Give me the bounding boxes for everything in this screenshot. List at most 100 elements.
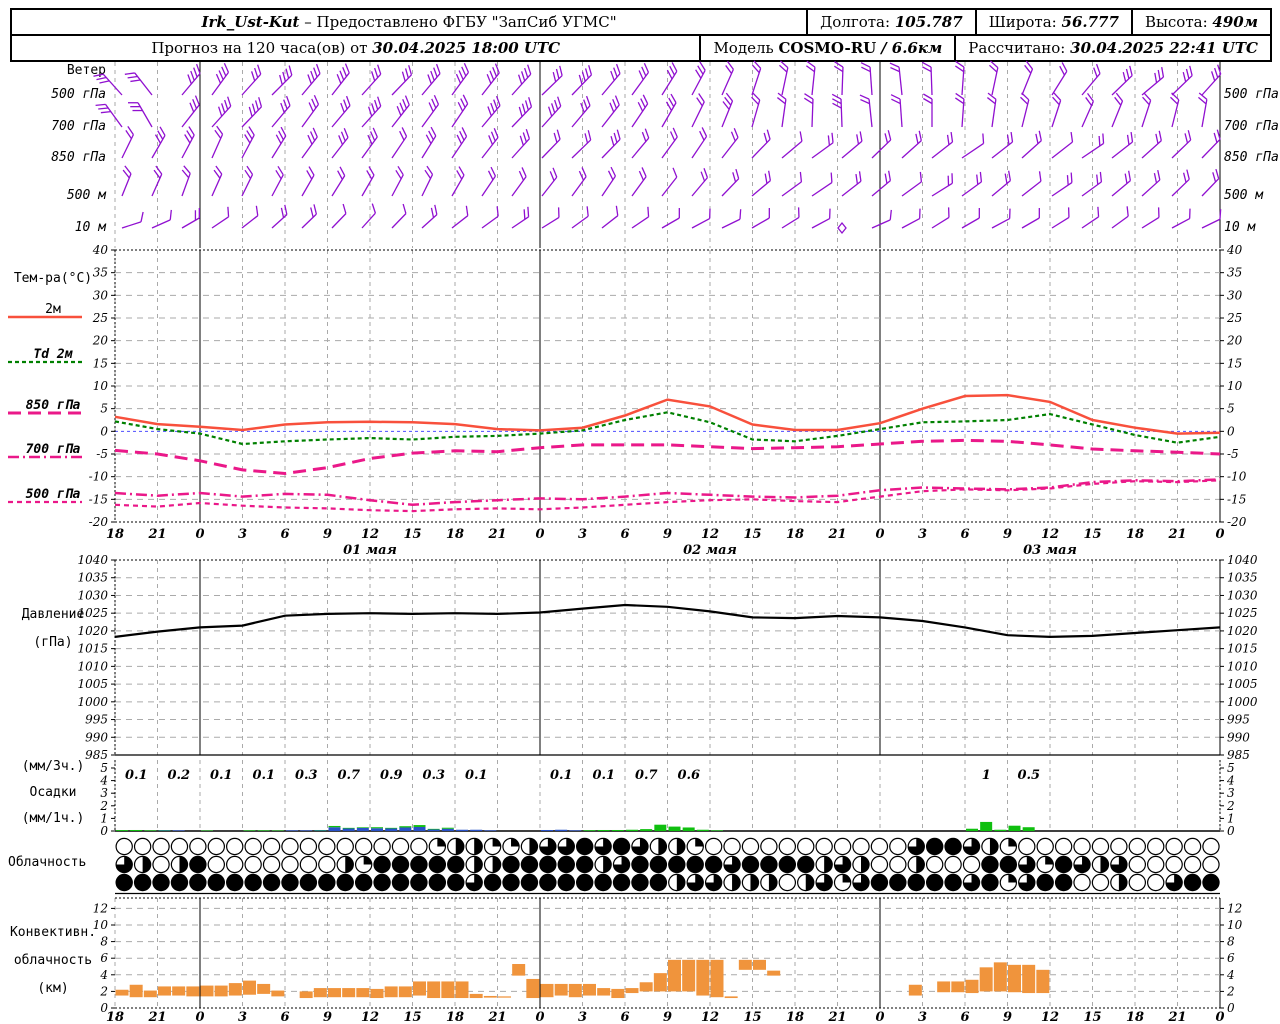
station-title: Irk_Ust-Kut – Предоставлено ФГБУ "ЗапСиб… bbox=[12, 10, 806, 34]
pressure-panel: 1040 1040 1035 1035 1030 1030 1025 1025 1020 1020… bbox=[77, 553, 1257, 762]
svg-text:1040: 1040 bbox=[1227, 553, 1258, 567]
wind-level-label-500m-right: 500 м bbox=[1224, 188, 1264, 203]
svg-text:2: 2 bbox=[99, 984, 108, 998]
wind-panel-title: Ветер bbox=[66, 63, 106, 78]
svg-text:18: 18 bbox=[786, 527, 804, 542]
svg-text:9: 9 bbox=[323, 1010, 332, 1024]
svg-text:-20: -20 bbox=[89, 515, 109, 529]
svg-text:0: 0 bbox=[535, 527, 544, 542]
svg-text:20: 20 bbox=[1226, 334, 1243, 348]
svg-text:9: 9 bbox=[663, 1010, 672, 1024]
wind-level-label-700hpa: 700 гПа bbox=[51, 119, 106, 134]
svg-text:995: 995 bbox=[85, 713, 108, 727]
svg-text:1000: 1000 bbox=[1227, 695, 1258, 709]
altitude-label: Высота: bbox=[1144, 13, 1208, 31]
svg-text:-5: -5 bbox=[1227, 447, 1239, 461]
svg-text:21: 21 bbox=[147, 1010, 166, 1024]
svg-text:15: 15 bbox=[403, 1010, 421, 1024]
svg-text:3: 3 bbox=[918, 1010, 927, 1024]
svg-text:40: 40 bbox=[1226, 243, 1243, 257]
model-label: Модель bbox=[713, 39, 774, 57]
svg-text:3: 3 bbox=[238, 1010, 247, 1024]
svg-text:02 мая: 02 мая bbox=[683, 543, 737, 558]
calc-label: Рассчитано: bbox=[968, 39, 1066, 57]
svg-text:1035: 1035 bbox=[1227, 571, 1258, 585]
svg-text:0.1: 0.1 bbox=[125, 768, 148, 783]
svg-text:0: 0 bbox=[875, 527, 884, 542]
svg-text:4: 4 bbox=[1226, 968, 1235, 982]
forecast-time: 30.04.2025 18:00 UTC bbox=[372, 39, 561, 57]
svg-text:6: 6 bbox=[280, 527, 289, 542]
svg-text:12: 12 bbox=[93, 901, 108, 915]
svg-text:12: 12 bbox=[701, 527, 719, 542]
svg-text:35: 35 bbox=[93, 266, 108, 280]
svg-text:1020: 1020 bbox=[77, 624, 108, 638]
longitude-label: Долгота: bbox=[820, 13, 891, 31]
temp-legend-td2m: Td 2м bbox=[33, 347, 73, 362]
conv-panel-title-2: облачность bbox=[13, 953, 93, 968]
header-row-1: Irk_Ust-Kut – Предоставлено ФГБУ "ЗапСиб… bbox=[12, 10, 1270, 36]
svg-text:15: 15 bbox=[93, 356, 108, 370]
svg-text:-15: -15 bbox=[1227, 492, 1246, 506]
svg-text:6: 6 bbox=[280, 1010, 289, 1024]
svg-text:0.6: 0.6 bbox=[677, 768, 700, 783]
svg-text:15: 15 bbox=[403, 527, 421, 542]
svg-text:1: 1 bbox=[1227, 811, 1235, 825]
temp-series-4 bbox=[114, 479, 1221, 513]
svg-text:0.5: 0.5 bbox=[1017, 768, 1040, 783]
svg-text:15: 15 bbox=[743, 527, 761, 542]
svg-text:0.1: 0.1 bbox=[550, 768, 573, 783]
svg-text:6: 6 bbox=[960, 527, 969, 542]
svg-text:15: 15 bbox=[1227, 356, 1242, 370]
wind-level-label-700hpa-right: 700 гПа bbox=[1224, 119, 1279, 134]
svg-text:1010: 1010 bbox=[77, 659, 108, 673]
svg-text:12: 12 bbox=[1041, 527, 1059, 542]
precip-unit-3h: (мм/3ч.) bbox=[21, 759, 85, 774]
svg-text:0: 0 bbox=[195, 1010, 204, 1024]
svg-text:-15: -15 bbox=[89, 492, 108, 506]
svg-text:0.1: 0.1 bbox=[465, 768, 488, 783]
temp-legend-500: 500 гПа bbox=[25, 487, 81, 502]
svg-text:12: 12 bbox=[361, 1010, 379, 1024]
svg-text:30: 30 bbox=[93, 288, 109, 302]
svg-text:03 мая: 03 мая bbox=[1023, 543, 1077, 558]
forecast-info: Прогноз на 120 часа(ов) от 30.04.2025 18… bbox=[12, 36, 699, 60]
wind-level-label-850hpa: 850 гПа bbox=[51, 150, 106, 165]
svg-text:5: 5 bbox=[100, 402, 108, 416]
svg-text:3: 3 bbox=[578, 527, 587, 542]
svg-text:4: 4 bbox=[99, 774, 108, 788]
svg-text:2: 2 bbox=[1226, 799, 1235, 813]
svg-text:01 мая: 01 мая bbox=[343, 543, 397, 558]
svg-text:6: 6 bbox=[620, 1010, 629, 1024]
temp-series-1 bbox=[114, 411, 1221, 446]
svg-text:12: 12 bbox=[361, 527, 379, 542]
svg-text:18: 18 bbox=[446, 527, 464, 542]
svg-text:6: 6 bbox=[620, 527, 629, 542]
wind-level-label-500hpa: 500 гПа bbox=[51, 87, 106, 102]
altitude: Высота: 490м bbox=[1130, 10, 1270, 34]
svg-text:21: 21 bbox=[487, 1010, 506, 1024]
svg-text:12: 12 bbox=[701, 1010, 719, 1024]
svg-text:21: 21 bbox=[487, 527, 506, 542]
svg-text:990: 990 bbox=[85, 730, 108, 744]
svg-text:18: 18 bbox=[106, 527, 124, 542]
svg-text:1005: 1005 bbox=[1227, 677, 1258, 691]
svg-text:18: 18 bbox=[446, 1010, 464, 1024]
svg-text:0.1: 0.1 bbox=[210, 768, 233, 783]
svg-text:995: 995 bbox=[1227, 713, 1250, 727]
svg-text:1020: 1020 bbox=[1227, 624, 1258, 638]
svg-text:5: 5 bbox=[1227, 402, 1235, 416]
precip-panel-title: Осадки bbox=[29, 785, 77, 800]
svg-text:2: 2 bbox=[1226, 984, 1235, 998]
svg-text:5: 5 bbox=[1227, 761, 1235, 775]
svg-text:21: 21 bbox=[1167, 1010, 1186, 1024]
svg-text:0: 0 bbox=[1215, 527, 1224, 542]
model-info: Модель COSMO-RU / 6.6км bbox=[699, 36, 954, 60]
svg-text:1010: 1010 bbox=[1227, 659, 1258, 673]
conv-panel-title-1: Конвективн. bbox=[9, 925, 97, 940]
svg-text:15: 15 bbox=[1083, 1010, 1101, 1024]
svg-text:0.3: 0.3 bbox=[422, 768, 445, 783]
